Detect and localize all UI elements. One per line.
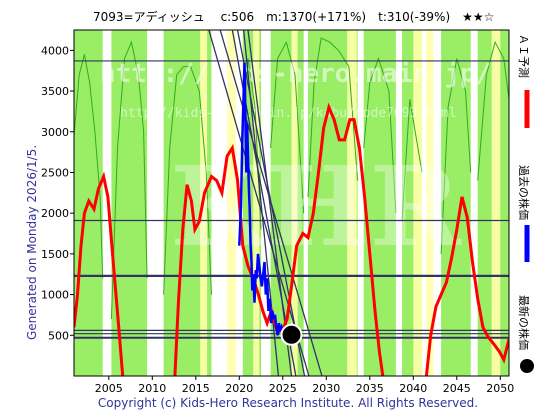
- legend-swatch-latest: [520, 359, 534, 373]
- green-curve-6: [363, 56, 397, 214]
- x-tick-label-0: 2005: [95, 382, 123, 395]
- copyright-text: Copyright (c) Kids-Hero Research Institu…: [98, 396, 478, 410]
- yellow-band-2: [253, 30, 260, 376]
- x-tick-label-9: 2050: [486, 382, 514, 395]
- y-tick-label-1: 1000: [41, 289, 69, 302]
- x-tick-label-1: 2010: [138, 382, 166, 395]
- green-curve-4: [270, 40, 305, 214]
- legend-label-ai: ＡＩ予測: [517, 34, 531, 78]
- green-band-8: [441, 30, 471, 376]
- green-curve-8: [440, 58, 472, 254]
- watermark-url-2: http://kids-hero.main.jp/kabu/code7093.h…: [120, 106, 457, 121]
- watermark-url: http://kids-hero.main.jp/: [100, 59, 491, 89]
- x-tick-label-7: 2040: [399, 382, 427, 395]
- diagonal-lines: [208, 30, 323, 376]
- x-tick-label-3: 2020: [225, 382, 253, 395]
- legend: ＡＩ予測 過去の株価 最新の株価: [517, 34, 534, 373]
- yellow-band-6: [426, 30, 434, 376]
- diag-line-3: [236, 30, 306, 376]
- watermark-logo: KHR: [170, 142, 463, 271]
- y-tick-label-5: 3000: [41, 126, 69, 139]
- yellow-band-7: [491, 30, 501, 376]
- y-tick-label-6: 3500: [41, 85, 69, 98]
- x-tick-label-8: 2045: [443, 382, 471, 395]
- y-tick-label-4: 2500: [41, 166, 69, 179]
- green-curve-0: [74, 54, 104, 279]
- y-tick-label-7: 4000: [41, 44, 69, 57]
- plot-border: [73, 29, 510, 377]
- price-history-line: [238, 62, 284, 336]
- x-tick-label-5: 2030: [312, 382, 340, 395]
- x-axis: 2005 2010 2015 2020 2025 2030 2035 2040 2045 2050: [95, 376, 514, 395]
- y-tick-label-3: 2000: [41, 207, 69, 220]
- diag-line-0: [208, 30, 310, 376]
- latest-price-dot: [280, 323, 303, 346]
- yellow-band-3: [291, 30, 298, 376]
- yellow-band-1: [227, 30, 236, 376]
- green-curve-1: [110, 40, 148, 320]
- diag-line-5: [247, 30, 293, 376]
- y-axis: 500 1000 1500 2000 2500 3000 3500 4000: [41, 44, 74, 342]
- generated-label: Generated on Monday 2026/1/5.: [25, 145, 39, 340]
- x-tick-label-2: 2015: [182, 382, 210, 395]
- watermark: http://kids-hero.main.jp/ http://kids-he…: [100, 59, 491, 271]
- x-tick-label-4: 2025: [269, 382, 297, 395]
- green-curve-2: [163, 66, 212, 295]
- yellow-band-5: [413, 30, 422, 376]
- legend-label-history: 過去の株価: [517, 165, 531, 220]
- y-tick-label-0: 500: [48, 329, 69, 342]
- legend-label-latest: 最新の株価: [517, 295, 531, 350]
- green-curve-9: [477, 40, 509, 181]
- yellow-band-4: [347, 30, 357, 376]
- chart-title: 7093=アディッシュ c:506 m:1370(+171%) t:310(-3…: [93, 9, 494, 24]
- y-tick-label-2: 1500: [41, 248, 69, 261]
- x-tick-label-6: 2035: [356, 382, 384, 395]
- green-curves: [74, 37, 509, 320]
- green-curve-5: [307, 37, 359, 197]
- green-curve-7: [401, 99, 423, 222]
